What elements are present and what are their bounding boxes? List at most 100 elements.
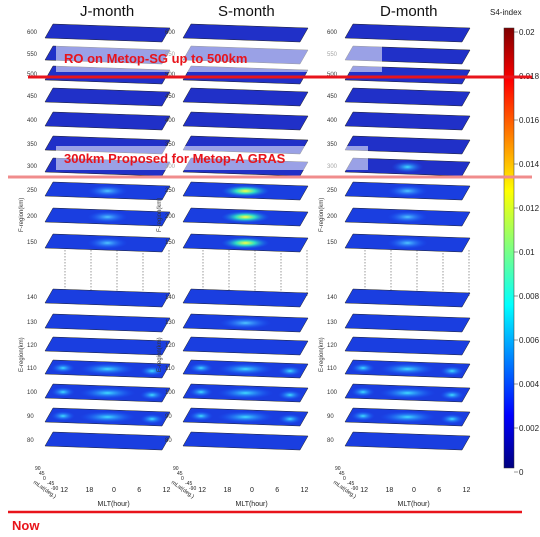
altitude-label: 350	[27, 142, 38, 148]
s4-highlight	[51, 363, 75, 373]
altitude-label: 450	[327, 94, 338, 100]
altitude-label: 200	[327, 214, 338, 220]
annotation-backdrop	[56, 44, 382, 72]
altitude-slab	[344, 431, 471, 451]
s4-highlight	[51, 411, 75, 421]
e-region-label: E-region(km)	[19, 337, 25, 372]
x-tick-label: 18	[86, 487, 94, 494]
altitude-label: 600	[27, 30, 38, 36]
s4-highlight	[379, 387, 436, 399]
x-tick-label: 0	[112, 487, 116, 494]
s4-highlight	[140, 366, 164, 376]
panel-j-month: 6005505004504003503002502001501401301201…	[19, 23, 171, 508]
s4-highlight	[387, 185, 428, 197]
altitude-slab	[182, 431, 309, 451]
s4-highlight	[217, 363, 274, 375]
altitude-label: 140	[165, 295, 176, 301]
altitude-label: 130	[27, 320, 38, 326]
annotation-metop-a-gras: 300km Proposed for Metop-A GRAS	[64, 151, 286, 166]
altitude-label: 450	[165, 94, 176, 100]
altitude-slab	[344, 87, 471, 107]
altitude-slab	[44, 111, 171, 131]
altitude-slab	[182, 111, 309, 131]
x-tick-label: 6	[137, 487, 141, 494]
altitude-label: 300	[27, 164, 38, 170]
x-tick-label: 12	[60, 487, 68, 494]
altitude-label: 500	[27, 72, 38, 78]
altitude-label: 200	[165, 214, 176, 220]
altitude-slab	[182, 23, 309, 43]
y-tick-label: 45	[339, 471, 345, 477]
annotation-metop-sg: RO on Metop-SG up to 500km	[64, 51, 247, 66]
altitude-label: 130	[165, 320, 176, 326]
altitude-label: 100	[327, 390, 338, 396]
colorbar-tick-label: 0.012	[519, 204, 540, 213]
x-tick-label: 12	[163, 487, 171, 494]
s4-highlight	[217, 387, 274, 399]
altitude-slab	[344, 23, 471, 43]
altitude-label: 250	[165, 188, 176, 194]
s4-highlight	[140, 414, 164, 424]
altitude-label: 350	[165, 142, 176, 148]
altitude-slab	[182, 288, 309, 308]
y-tick-label: 0	[43, 476, 46, 482]
x-tick-label: 18	[224, 487, 232, 494]
altitude-label: 150	[27, 240, 38, 246]
altitude-slab	[44, 87, 171, 107]
s4-highlight	[278, 390, 302, 400]
y-tick-label: 0	[343, 476, 346, 482]
altitude-slab	[344, 288, 471, 308]
s4-highlight	[221, 211, 270, 223]
altitude-label: 110	[327, 366, 337, 372]
altitude-label: 600	[165, 30, 176, 36]
s4-highlight	[221, 185, 270, 197]
altitude-slab	[44, 23, 171, 43]
panel-title: J-month	[80, 3, 134, 20]
x-axis-label: MLT(hour)	[236, 501, 268, 508]
altitude-label: 200	[27, 214, 38, 220]
s4-highlight	[189, 387, 213, 397]
y-tick-label: -45	[347, 481, 354, 487]
y-tick-label: -90	[189, 486, 196, 492]
altitude-label: 120	[327, 343, 338, 349]
altitude-label: 500	[327, 72, 338, 78]
panel-title: S-month	[218, 3, 275, 20]
s4-highlight	[221, 237, 270, 249]
altitude-slab	[44, 336, 171, 356]
s4-highlight	[87, 211, 128, 223]
s4-highlight	[440, 366, 464, 376]
y-tick-label: 90	[335, 466, 341, 472]
panel-title: D-month	[380, 3, 438, 20]
altitude-label: 350	[327, 142, 338, 148]
panel-d-month: 6005505004504003503002502001501401301201…	[319, 23, 471, 508]
s4-highlight	[440, 390, 464, 400]
altitude-slab	[344, 135, 471, 155]
altitude-slab	[44, 431, 171, 451]
s4-highlight	[278, 366, 302, 376]
colorbar: S4-index 0.020.0180.0160.0140.0120.010.0…	[490, 8, 540, 477]
x-tick-label: 12	[301, 487, 309, 494]
x-tick-label: 18	[386, 487, 394, 494]
s4-highlight	[278, 414, 302, 424]
altitude-slab	[44, 288, 171, 308]
altitude-label: 400	[27, 118, 38, 124]
s4-highlight	[140, 390, 164, 400]
s4-highlight	[387, 211, 428, 223]
altitude-slab	[182, 87, 309, 107]
y-tick-label: -90	[351, 486, 358, 492]
altitude-slab	[182, 336, 309, 356]
s4-highlight	[189, 363, 213, 373]
annotation-now: Now	[12, 518, 40, 533]
y-tick-label: -45	[47, 481, 54, 487]
s4-highlight	[217, 411, 274, 423]
altitude-slab	[344, 336, 471, 356]
annotation-backdrop	[56, 146, 368, 170]
s4-highlight	[87, 237, 128, 249]
s4-highlight	[79, 363, 136, 375]
colorbar-tick-label: 0.016	[519, 116, 540, 125]
colorbar-tick-label: 0	[519, 468, 524, 477]
s4-highlight	[351, 363, 375, 373]
altitude-label: 550	[27, 52, 38, 58]
s4-highlight	[351, 387, 375, 397]
